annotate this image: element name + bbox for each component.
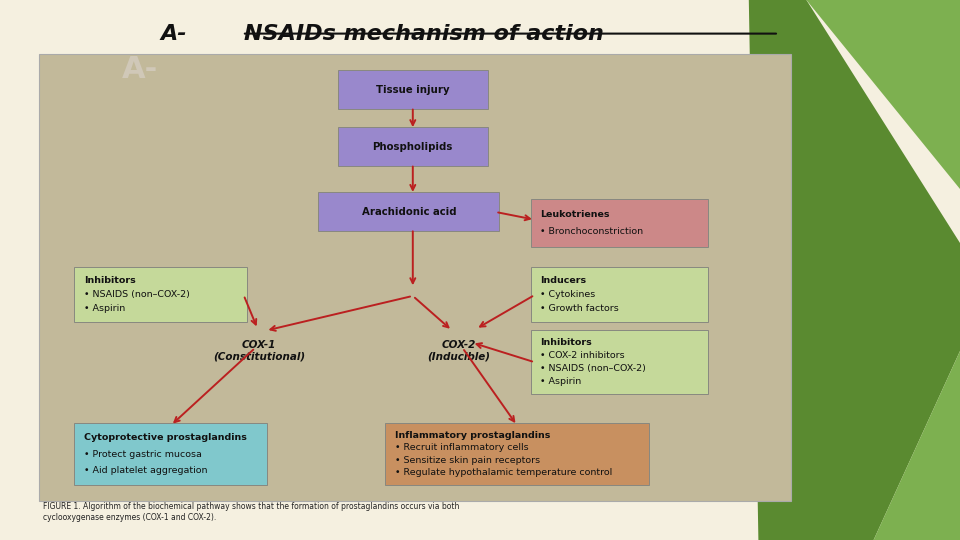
Polygon shape: [874, 351, 960, 540]
Text: • Regulate hypothalamic temperature control: • Regulate hypothalamic temperature cont…: [395, 468, 612, 477]
Text: Leukotrienes: Leukotrienes: [540, 210, 610, 219]
Text: Inhibitors: Inhibitors: [540, 338, 592, 347]
Text: • Sensitize skin pain receptors: • Sensitize skin pain receptors: [395, 456, 540, 465]
Text: • NSAIDS (non–COX-2): • NSAIDS (non–COX-2): [84, 290, 190, 299]
FancyBboxPatch shape: [38, 54, 791, 501]
Text: • Aspirin: • Aspirin: [84, 304, 125, 313]
Text: NSAIDs mechanism of action: NSAIDs mechanism of action: [244, 24, 604, 44]
FancyBboxPatch shape: [531, 267, 708, 322]
Text: Inducers: Inducers: [540, 276, 587, 285]
Text: Phospholipids: Phospholipids: [372, 142, 453, 152]
FancyBboxPatch shape: [385, 423, 649, 485]
Text: Inhibitors: Inhibitors: [84, 276, 135, 285]
Text: Tissue injury: Tissue injury: [376, 85, 449, 95]
FancyBboxPatch shape: [338, 127, 488, 166]
Polygon shape: [806, 0, 960, 189]
Text: • COX-2 inhibitors: • COX-2 inhibitors: [540, 351, 625, 360]
Text: Cytoprotective prostaglandins: Cytoprotective prostaglandins: [84, 433, 247, 442]
FancyBboxPatch shape: [531, 199, 708, 247]
Text: • Bronchoconstriction: • Bronchoconstriction: [540, 227, 643, 236]
Text: A-: A-: [161, 24, 203, 44]
Text: FIGURE 1. Algorithm of the biochemical pathway shows that the formation of prost: FIGURE 1. Algorithm of the biochemical p…: [43, 502, 459, 522]
Text: COX-2
(Inducible): COX-2 (Inducible): [427, 340, 490, 361]
FancyBboxPatch shape: [531, 329, 708, 394]
Text: Arachidonic acid: Arachidonic acid: [362, 207, 456, 217]
Text: • Protect gastric mucosa: • Protect gastric mucosa: [84, 449, 202, 458]
Text: • Aid platelet aggregation: • Aid platelet aggregation: [84, 466, 207, 475]
FancyBboxPatch shape: [74, 267, 248, 322]
Text: • NSAIDS (non–COX-2): • NSAIDS (non–COX-2): [540, 364, 646, 373]
FancyBboxPatch shape: [319, 192, 499, 231]
FancyBboxPatch shape: [338, 70, 488, 109]
Text: Inflammatory prostaglandins: Inflammatory prostaglandins: [395, 431, 550, 440]
Text: A-: A-: [122, 55, 157, 84]
Polygon shape: [749, 0, 960, 540]
Text: COX-1
(Constitutional): COX-1 (Constitutional): [213, 340, 305, 361]
Text: • Cytokines: • Cytokines: [540, 290, 595, 299]
Text: • Aspirin: • Aspirin: [540, 377, 582, 386]
Text: • Recruit inflammatory cells: • Recruit inflammatory cells: [395, 443, 528, 453]
FancyBboxPatch shape: [74, 423, 267, 485]
Text: • Growth factors: • Growth factors: [540, 304, 619, 313]
